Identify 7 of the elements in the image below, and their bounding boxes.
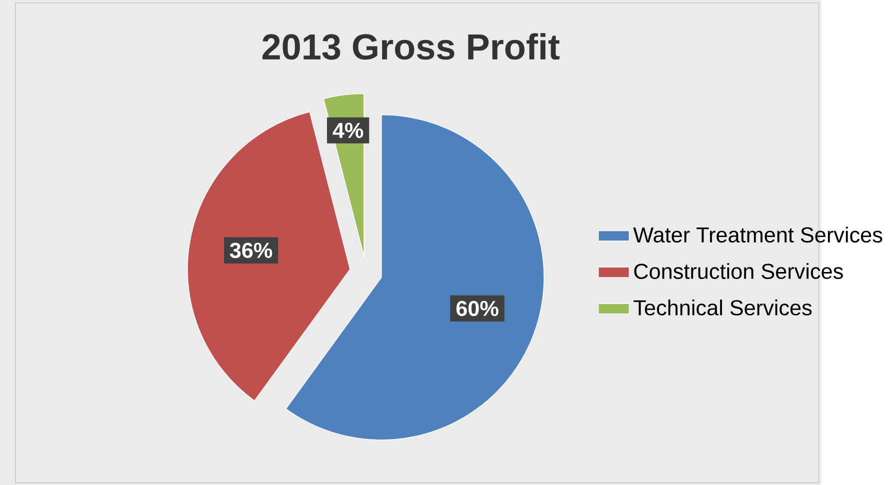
legend-label: Technical Services	[634, 299, 812, 316]
data-label: 4%	[332, 122, 364, 138]
legend-label: Water Treatment Services	[633, 226, 882, 242]
legend-label: Construction Services	[634, 262, 843, 279]
data-label: 36%	[230, 242, 272, 258]
chart-title: 2013 Gross Profit	[262, 33, 560, 60]
data-label: 60%	[456, 300, 498, 316]
